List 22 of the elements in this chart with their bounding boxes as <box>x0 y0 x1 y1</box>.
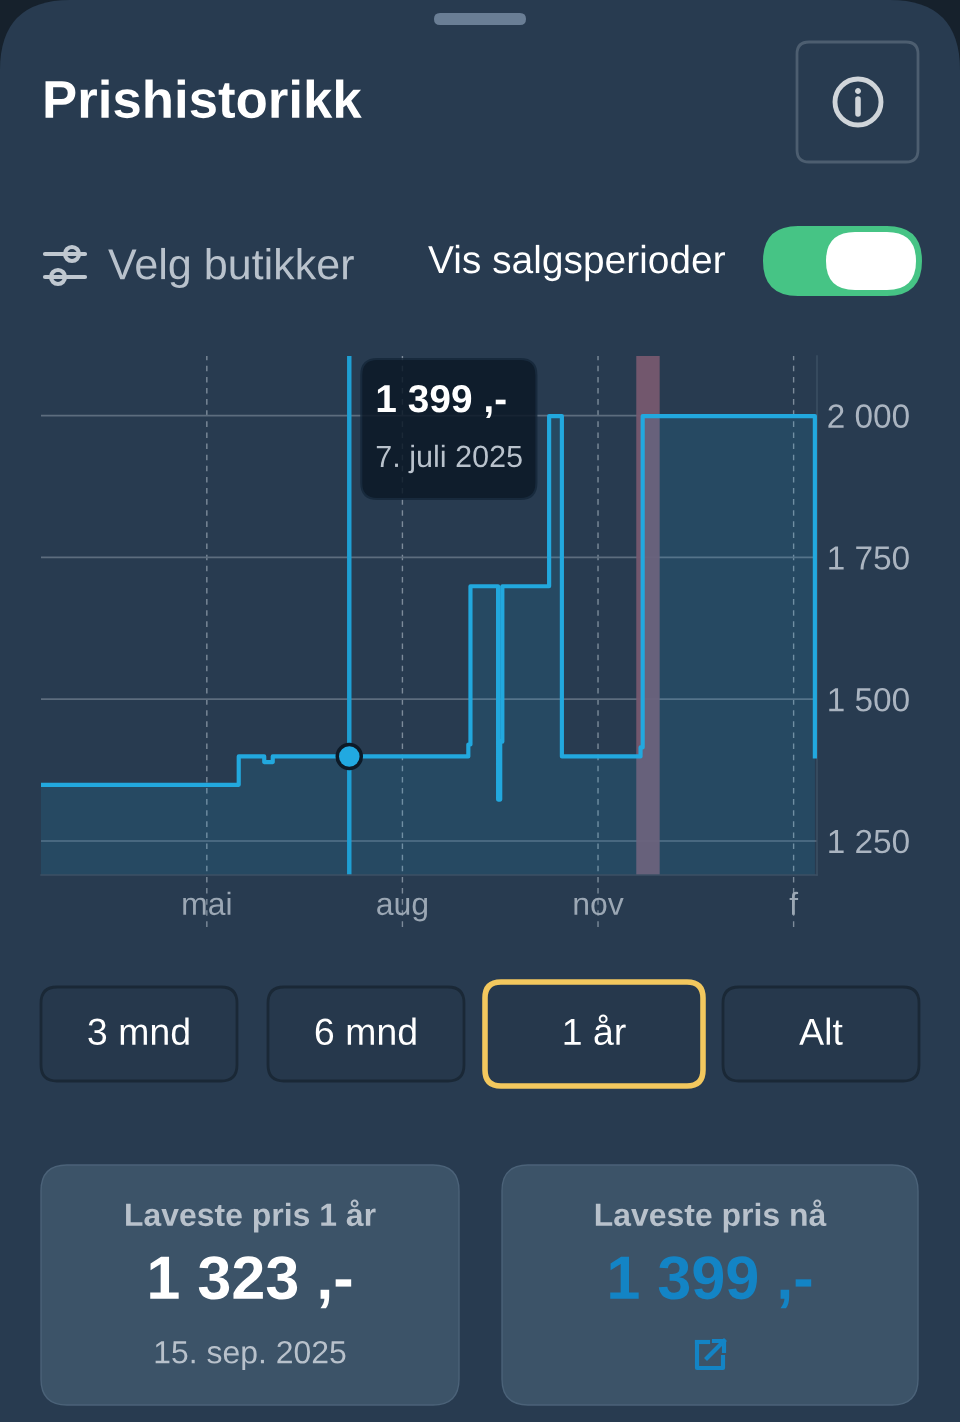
text: Laveste pris 1 år <box>126 1199 376 1233</box>
x-tick-label: nov <box>574 897 624 916</box>
y-tick-label: 1 500 <box>829 687 909 712</box>
text: 6 mnd <box>315 1017 416 1046</box>
text: 15. sep. 2025 <box>155 1340 346 1370</box>
y-tick-label: 2 000 <box>828 404 909 428</box>
text: Velg butikker <box>108 247 354 289</box>
x-tick-label: mai <box>183 891 231 916</box>
chart-title: Prishistorikk <box>45 79 362 119</box>
text: Laveste pris nå <box>595 1199 827 1233</box>
annotation: 7. juli 2025 <box>376 444 522 474</box>
text: Alt <box>799 1017 843 1045</box>
x-tick-label: aug <box>377 897 428 922</box>
annotation: 1 399 ,- <box>377 384 506 419</box>
y-tick-label: 1 750 <box>829 546 909 570</box>
text: 1 323 ,- <box>150 1256 352 1309</box>
x-tick-label: f <box>789 891 799 915</box>
text: 1 år <box>564 1014 626 1046</box>
text: Vis salgsperioder <box>428 244 725 282</box>
y-tick-label: 1 250 <box>829 829 909 854</box>
text: 3 mnd <box>88 1017 189 1046</box>
text: 1 399 ,- <box>610 1256 812 1309</box>
